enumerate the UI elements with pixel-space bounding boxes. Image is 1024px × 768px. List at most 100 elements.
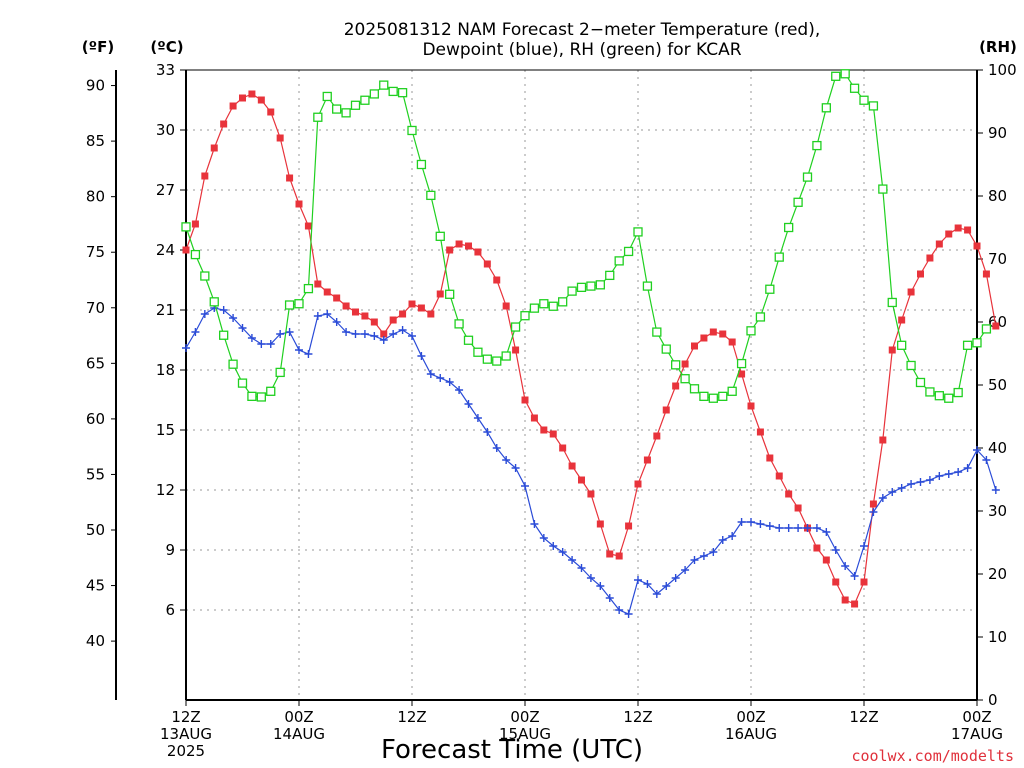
temperature-point (493, 276, 501, 284)
rh-point (689, 384, 700, 394)
dewpoint-point (219, 306, 228, 314)
rh-point (699, 391, 709, 401)
temperature-point (267, 108, 275, 116)
celsius-unit-label: (ºC) (150, 38, 183, 56)
dewpoint-point (944, 470, 953, 478)
rh-point (454, 319, 464, 329)
dewpoint-point (634, 576, 642, 584)
dewpoint-point (841, 562, 850, 570)
dewpoint-point (615, 606, 624, 614)
temperature-point (851, 600, 859, 608)
dewpoint-point (200, 310, 209, 318)
temperature-point (625, 522, 633, 530)
rh-point (473, 347, 483, 357)
rh-point (379, 80, 389, 90)
rh-point (407, 125, 417, 136)
rh-point (878, 184, 888, 194)
rh-point (680, 374, 690, 384)
fahrenheit-tick-labels: 40 45 50 55 60 65 70 75 80 85 90 (86, 77, 105, 651)
dewpoint-point (916, 478, 925, 486)
rh-point (859, 95, 869, 105)
fahrenheit-tick-label: 65 (86, 354, 105, 372)
temperature-point (408, 300, 416, 308)
rh-point (831, 71, 841, 81)
rh-point (275, 367, 285, 378)
dewpoint-point (323, 310, 332, 318)
rh-point (840, 69, 850, 79)
x-tick-label: 12Z (623, 708, 652, 726)
rh-point (237, 378, 248, 388)
dewpoint-point (897, 484, 906, 492)
dewpoint-point (831, 546, 840, 554)
temperature-point (945, 230, 953, 238)
dewpoint-point (332, 318, 341, 326)
dewpoint-point (907, 480, 916, 488)
celsius-tick-label: 15 (156, 421, 175, 439)
dewpoint-point (812, 524, 821, 532)
rh-unit-label: (RH) (979, 38, 1017, 56)
rh-tick-label: 20 (988, 565, 1007, 583)
dewpoint-point (652, 590, 661, 598)
rh-point (426, 190, 436, 201)
rh-point (501, 351, 511, 361)
dewpoint-point (775, 524, 784, 532)
temperature-point (502, 302, 510, 310)
celsius-tick-label: 30 (156, 121, 175, 139)
x-tick-label: 14AUG (273, 725, 325, 743)
fahrenheit-tick-label: 75 (86, 243, 105, 261)
temperature-point (352, 308, 359, 316)
temperature-point (587, 490, 595, 498)
temperature-point (954, 224, 962, 232)
rh-point (520, 311, 530, 321)
temperature-point (512, 346, 520, 354)
dewpoint-point (304, 350, 313, 358)
temperature-point (775, 472, 783, 480)
temperature-point (568, 462, 576, 470)
rh-point (623, 246, 634, 257)
dewpoint-point (963, 464, 972, 472)
rh-point (652, 327, 662, 337)
dewpoint-point (671, 574, 680, 582)
temperature-point (869, 500, 877, 508)
rh-point (727, 386, 737, 396)
dewpoint-point (229, 314, 238, 322)
x-tick-label: 12Z (849, 708, 878, 726)
dewpoint-point (935, 472, 944, 480)
celsius-tick-label: 18 (156, 361, 175, 379)
dewpoint-point (925, 476, 934, 484)
temperature-point (719, 330, 727, 338)
temperature-point (907, 288, 915, 296)
dewpoint-point (511, 464, 520, 472)
temperature-point (794, 504, 802, 512)
dewpoint-point (822, 528, 831, 536)
rh-point (369, 89, 379, 99)
temperature-point (427, 310, 435, 318)
temperature-point (691, 342, 698, 350)
temperature-point (700, 334, 708, 342)
rh-line (185, 73, 987, 399)
temperature-series (182, 90, 1000, 608)
x-tick-label: 2025 (167, 742, 205, 760)
dewpoint-point (238, 324, 247, 332)
rh-point (322, 91, 332, 102)
rh-point (284, 300, 295, 310)
rh-point (209, 297, 219, 307)
rh-point (774, 252, 784, 262)
rh-point (247, 391, 257, 401)
rh-point (266, 386, 276, 396)
dewpoint-point (313, 312, 322, 320)
temperature-point (474, 248, 482, 256)
dewpoint-point (596, 582, 605, 590)
x-tick-label: 17AUG (951, 725, 1003, 743)
temperature-point (578, 476, 585, 484)
data-series (181, 69, 1000, 618)
rh-point (962, 340, 973, 350)
dewpoint-point (718, 536, 727, 544)
dewpoint-point (888, 488, 897, 496)
temperature-point (399, 310, 407, 318)
temperature-point (992, 322, 1000, 330)
rh-point (746, 326, 756, 336)
dewpoint-point (709, 548, 718, 556)
